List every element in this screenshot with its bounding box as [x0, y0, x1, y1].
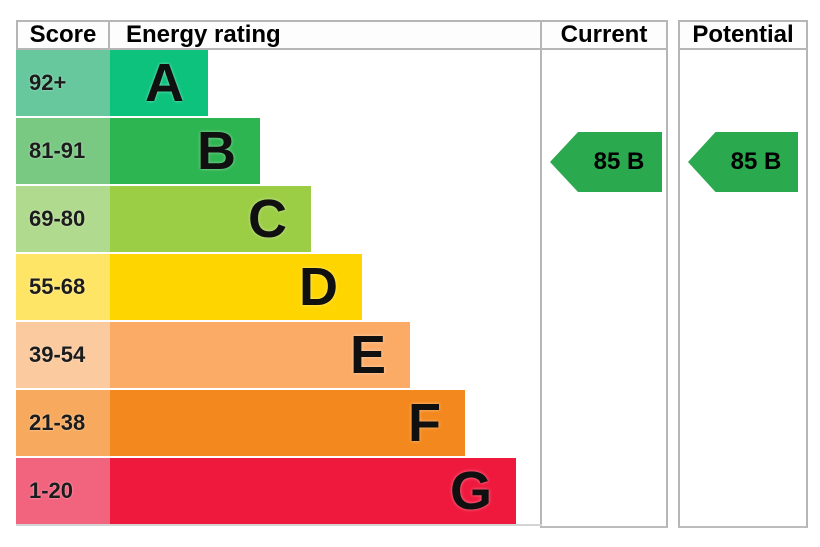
energy-rating-bar-a: A: [110, 50, 208, 116]
score-range-b: 81-91: [16, 118, 110, 184]
table-bottom-border: [16, 524, 542, 526]
current-rating-arrow: 85 B: [550, 132, 662, 192]
band-row-d: 55-68 D: [16, 254, 540, 322]
score-range-c: 69-80: [16, 186, 110, 252]
potential-rating-arrow: 85 B: [688, 132, 798, 192]
epc-table: Score Energy rating Current Potential 92…: [16, 20, 808, 529]
energy-rating-bar-f: F: [110, 390, 465, 456]
score-column-header: Score: [16, 20, 110, 50]
energy-rating-bar-b: B: [110, 118, 260, 184]
energy-rating-bar-c: C: [110, 186, 311, 252]
current-column: 85 B: [540, 50, 668, 528]
band-row-e: 39-54 E: [16, 322, 540, 390]
band-row-a: 92+ A: [16, 50, 540, 118]
energy-rating-bar-d: D: [110, 254, 362, 320]
score-range-d: 55-68: [16, 254, 110, 320]
band-row-f: 21-38 F: [16, 390, 540, 458]
potential-column: 85 B: [678, 50, 808, 528]
score-range-a: 92+: [16, 50, 110, 116]
current-column-header: Current: [540, 20, 668, 50]
energy-rating-bar-e: E: [110, 322, 410, 388]
energy-rating-bar-g: G: [110, 458, 516, 524]
band-row-g: 1-20 G: [16, 458, 540, 526]
band-row-c: 69-80 C: [16, 186, 540, 254]
band-row-b: 81-91 B: [16, 118, 540, 186]
score-range-e: 39-54: [16, 322, 110, 388]
rating-bands: 92+ A 81-91 B 69-80 C 55-68 D 39-54 E 21…: [16, 50, 540, 526]
score-range-f: 21-38: [16, 390, 110, 456]
potential-column-header: Potential: [678, 20, 808, 50]
energy-rating-column-header: Energy rating: [110, 20, 542, 50]
score-range-g: 1-20: [16, 458, 110, 524]
